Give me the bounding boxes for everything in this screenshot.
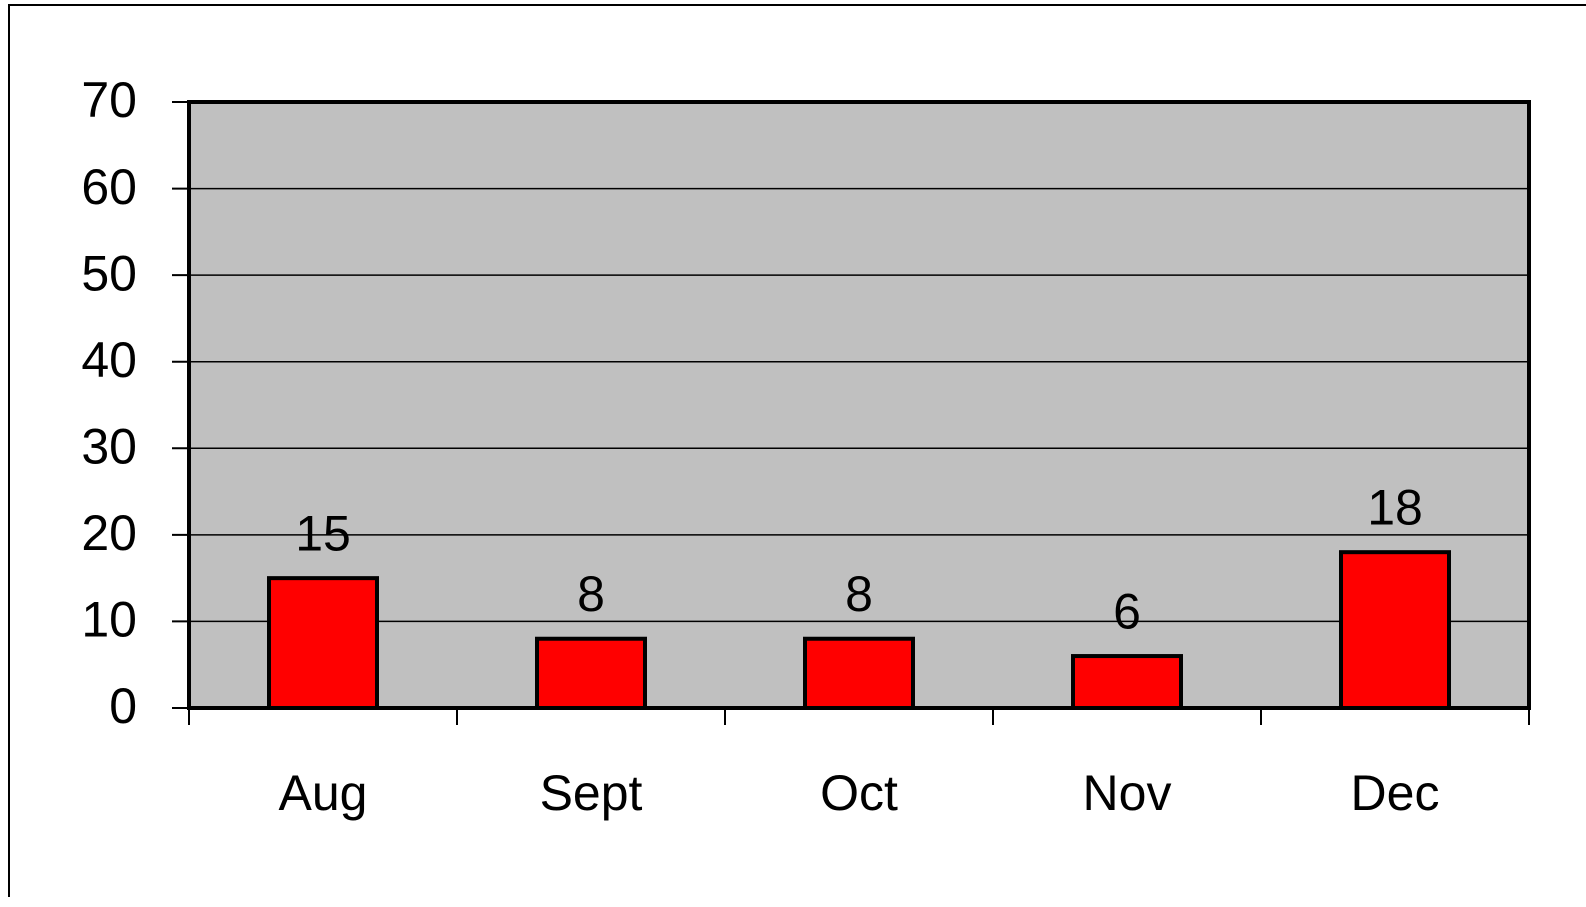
x-tick-label: Dec: [1351, 765, 1440, 821]
x-tick-label: Aug: [279, 765, 368, 821]
bar: [803, 636, 915, 710]
frame: [8, 4, 1586, 897]
y-tick-label: 40: [81, 332, 137, 388]
y-tick-label: 50: [81, 245, 137, 301]
plot-area: [189, 102, 1529, 708]
bar: [535, 636, 647, 710]
y-tick-label: 10: [81, 592, 137, 648]
y-tick-label: 30: [81, 418, 137, 474]
marks: [267, 550, 1451, 711]
x-tick-label: Oct: [820, 765, 898, 821]
data-label: 15: [295, 505, 351, 561]
y-tick-label: 0: [109, 678, 137, 734]
x-tick-label: Nov: [1083, 765, 1172, 821]
y-tick-label: 60: [81, 159, 137, 215]
y-tick-label: 20: [81, 505, 137, 561]
bar: [1339, 550, 1451, 711]
plot-border: [187, 100, 1531, 710]
bar: [1071, 654, 1183, 710]
data-label: 18: [1367, 479, 1423, 535]
bar: [267, 576, 379, 711]
y-tick-label: 70: [81, 72, 137, 128]
data-label: 6: [1113, 583, 1141, 639]
x-tick-label: Sept: [540, 765, 643, 821]
data-label: 8: [845, 566, 873, 622]
data-label: 8: [577, 566, 605, 622]
